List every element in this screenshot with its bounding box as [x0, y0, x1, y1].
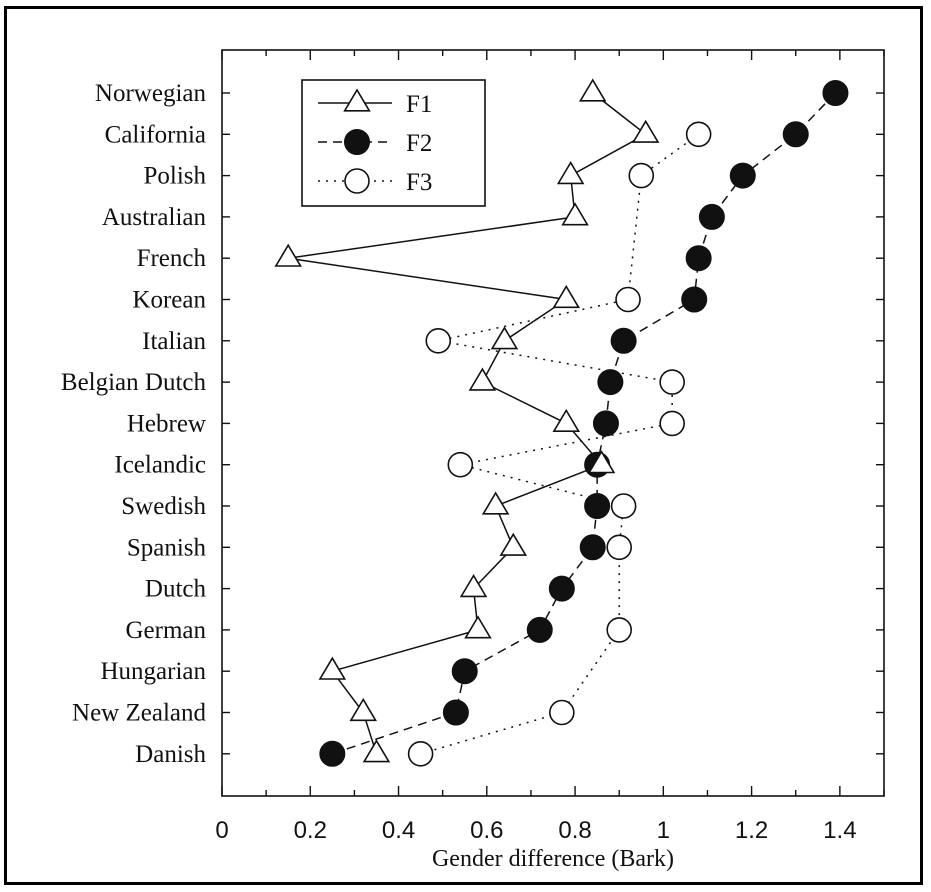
category-labels: Norwegian California Polish Australian Frenc…	[61, 80, 207, 768]
f3-point	[685, 121, 712, 148]
category-label: Australian	[102, 204, 207, 231]
f3-point	[549, 699, 575, 726]
legend-box	[301, 79, 486, 207]
series-line-f3	[420, 133, 700, 755]
f1-point	[561, 202, 589, 226]
f2-point	[610, 327, 637, 354]
category-label: Icelandic	[114, 452, 206, 479]
x-tick-label: 0.6	[470, 817, 503, 844]
legend-label-f1: F1	[406, 91, 432, 118]
f2-point	[685, 245, 712, 272]
category-label: French	[137, 245, 207, 272]
x-tick-label: 0.8	[558, 817, 591, 844]
category-label: Dutch	[145, 576, 207, 603]
category-label: Norwegian	[95, 80, 207, 107]
x-axis-title: Gender difference (Bark)	[432, 846, 674, 872]
legend-label-f3: F3	[406, 169, 432, 196]
f2-point	[681, 286, 708, 313]
f3-point	[344, 168, 370, 194]
category-label: California	[105, 121, 206, 148]
f2-point	[579, 534, 606, 561]
x-tick-label: 0	[215, 817, 228, 844]
f2-point	[319, 740, 346, 767]
f3-point	[610, 493, 637, 519]
f2-point	[729, 162, 756, 189]
f1-point	[343, 88, 371, 112]
f1-point	[552, 408, 580, 433]
category-label: Polish	[143, 163, 206, 190]
f1-point	[578, 78, 607, 102]
f3-point	[447, 451, 474, 478]
f1-point	[464, 615, 492, 639]
f1-point	[274, 243, 302, 267]
category-label: Danish	[135, 741, 206, 768]
f3-point	[659, 410, 685, 437]
f3-point	[606, 617, 633, 643]
x-tick-label: 0.4	[382, 817, 415, 844]
f2-point	[344, 129, 370, 155]
f3-point	[628, 162, 655, 189]
f2-point	[597, 369, 624, 396]
f1-point	[490, 326, 519, 350]
f3-point	[606, 534, 633, 561]
f2-point	[548, 575, 575, 602]
f2-point	[526, 616, 553, 643]
f2-point	[451, 658, 478, 685]
f1-point	[587, 450, 616, 474]
f1-point	[349, 697, 377, 722]
f1-point	[318, 656, 347, 680]
f2-point	[584, 493, 611, 519]
category-label: Italian	[142, 328, 206, 355]
category-label: Hungarian	[100, 658, 206, 685]
f2-point	[782, 121, 809, 148]
f3-point	[659, 369, 685, 395]
f1-point	[499, 532, 528, 556]
f1-point	[631, 119, 660, 143]
category-label: Belgian Dutch	[61, 369, 207, 396]
legend-label-f2: F2	[406, 130, 432, 157]
x-tick-labels: 0 0.2 0.4 0.6 0.8 1 1.2 1.4	[215, 817, 856, 844]
f1-point	[481, 491, 510, 515]
plot-axes	[221, 49, 885, 797]
x-tick-label: 0.2	[294, 817, 327, 844]
category-label: New Zealand	[72, 700, 206, 727]
f1-point	[468, 367, 497, 391]
f2-point	[698, 203, 725, 230]
category-label: Hebrew	[127, 410, 206, 437]
legend: F1 F2 F3	[301, 79, 486, 207]
f2-point	[442, 699, 469, 726]
f1-point	[552, 284, 580, 309]
f1-point	[362, 739, 391, 763]
f3-point	[615, 286, 641, 313]
x-tick-label: 1.2	[735, 817, 768, 844]
category-label: Korean	[132, 287, 206, 314]
x-tick-label: 1	[657, 817, 670, 844]
x-tick-label: 1.4	[823, 817, 856, 844]
category-label: Spanish	[127, 534, 207, 561]
f1-point	[556, 161, 585, 185]
f3-point	[407, 740, 434, 767]
f2-point	[592, 410, 619, 437]
f3-point	[425, 327, 452, 354]
category-label: Swedish	[121, 493, 206, 520]
f2-point	[822, 80, 849, 106]
series-layer	[274, 78, 849, 767]
category-label: German	[125, 617, 206, 644]
f1-point	[459, 574, 488, 598]
